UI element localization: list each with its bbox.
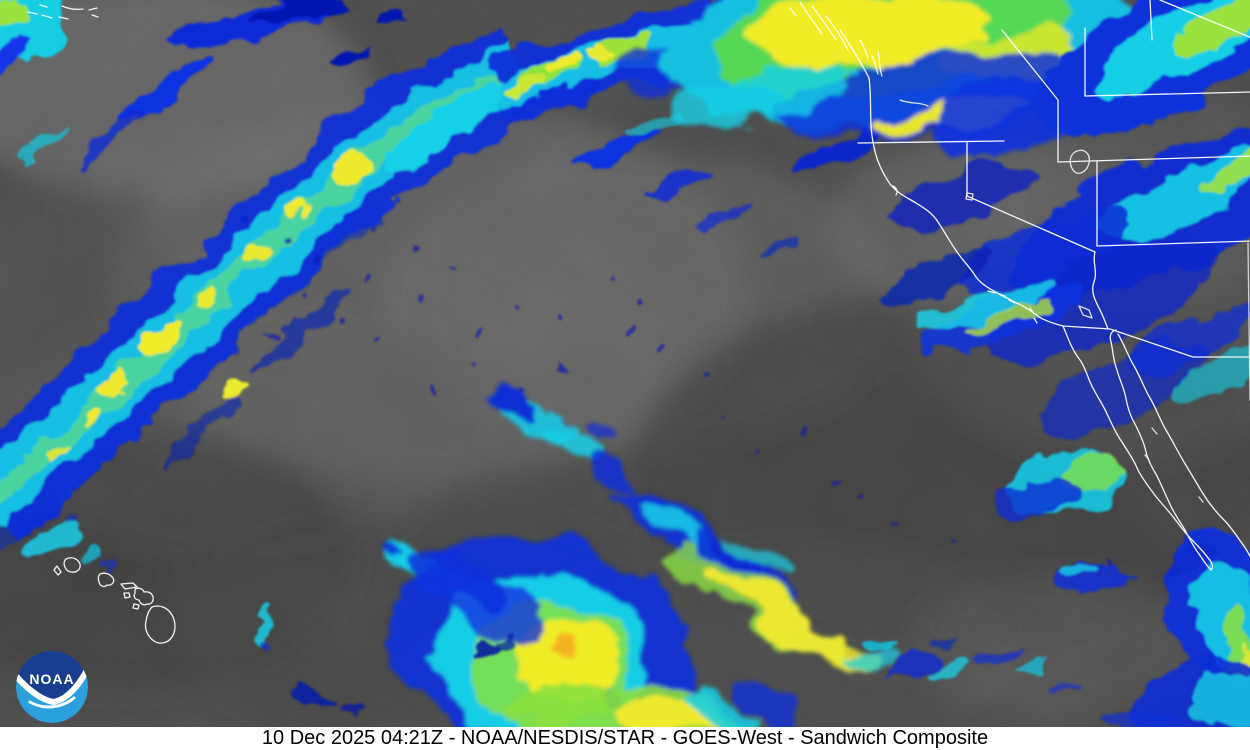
caption-text: 10 Dec 2025 04:21Z - NOAA/NESDIS/STAR - … <box>261 727 989 749</box>
mexico-mainland-coast <box>1117 333 1250 558</box>
satellite-imagery: NOAA <box>0 0 1250 727</box>
hawaiian-islands-outline <box>53 557 176 644</box>
cloud-cluster-central-pacific <box>374 384 893 727</box>
channel-islands-outline <box>987 290 1038 324</box>
cloud-band-bottomright <box>1054 530 1250 727</box>
aleutian-islands-outline <box>27 4 99 20</box>
cloud-band-topleft <box>0 0 878 174</box>
map-overlay-lines <box>27 0 1250 644</box>
noaa-logo-text: NOAA <box>29 671 74 687</box>
cloud-scattered-cells <box>290 634 1074 718</box>
british-columbia-coast-outline <box>789 1 929 107</box>
caption-bar: 10 Dec 2025 04:21Z - NOAA/NESDIS/STAR - … <box>0 727 1250 750</box>
baja-california-outline <box>1062 325 1214 571</box>
state-borders <box>857 0 1250 401</box>
noaa-logo-top-half <box>16 651 88 703</box>
cold-pixel-speckles <box>247 212 1113 561</box>
salton-sea-outline <box>1078 305 1093 319</box>
cloud-specks-hawaii <box>13 513 272 646</box>
cloud-mass-pacific-northwest <box>622 0 1186 155</box>
us-mexico-border <box>1062 325 1250 358</box>
cloud-band-main-front <box>0 25 540 557</box>
gulf-islands <box>1144 427 1204 503</box>
great-salt-lake-outline <box>1069 149 1090 174</box>
noaa-bird-wing-icon <box>28 696 76 709</box>
us-west-coast-outline <box>868 77 1064 327</box>
noaa-logo: NOAA <box>16 651 88 723</box>
cloud-bands-interior-west <box>871 0 1250 522</box>
noaa-bird-icon <box>16 665 88 706</box>
satellite-image-canvas: NOAA <box>0 0 1250 727</box>
san-francisco-bay <box>892 185 898 196</box>
